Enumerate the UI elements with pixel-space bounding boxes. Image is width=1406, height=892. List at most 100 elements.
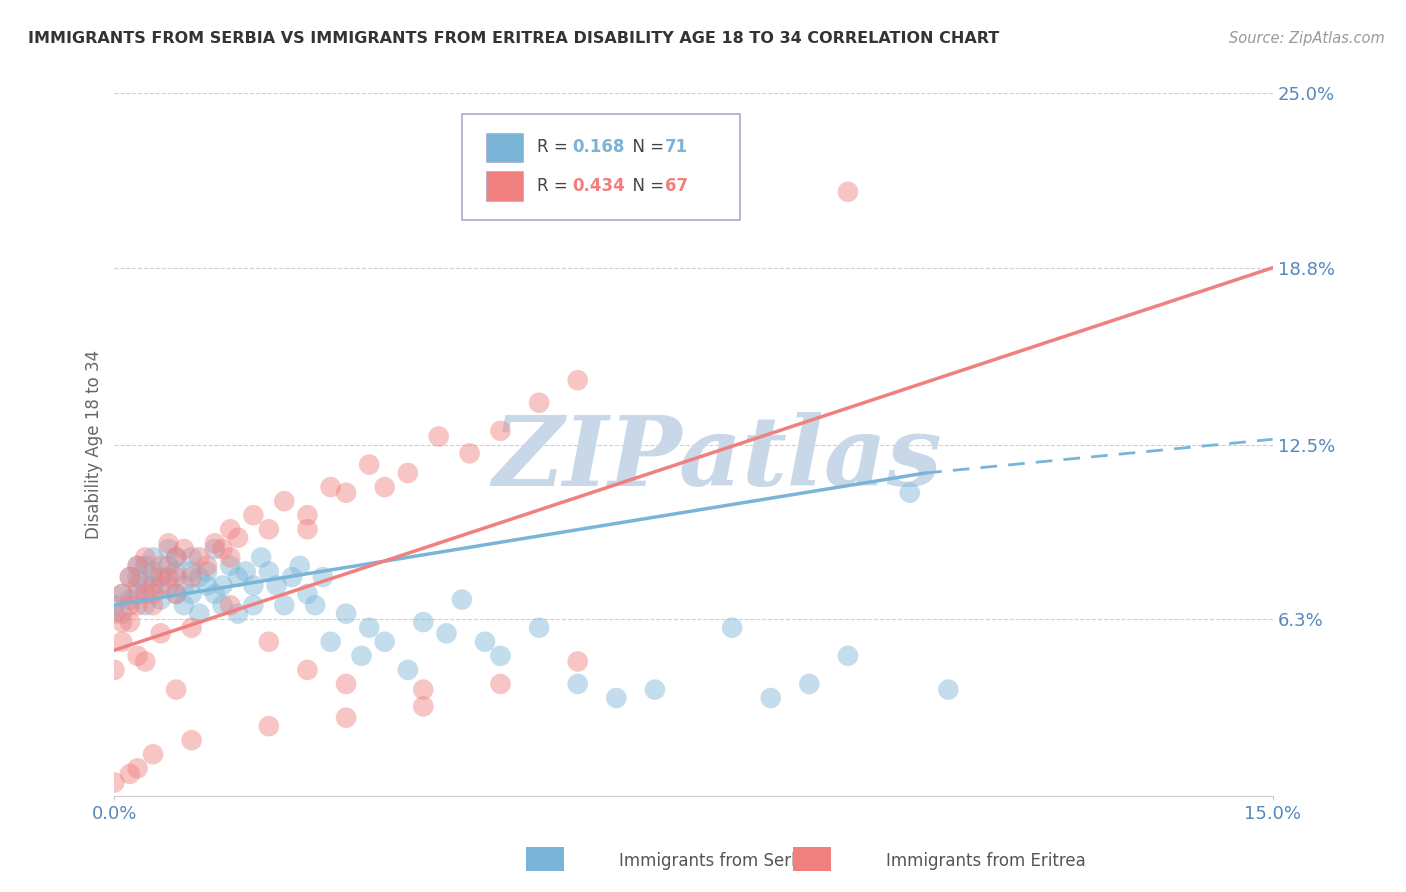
Point (103, 598, 125, 612)
Point (173, 578, 195, 592)
Point (118, 598, 141, 612)
Point (226, 531, 249, 545)
Point (644, 682, 666, 697)
Point (149, 578, 172, 592)
Point (127, 570, 149, 584)
Point (281, 570, 304, 584)
Point (149, 626, 172, 640)
Point (165, 550, 187, 565)
Point (142, 578, 165, 592)
Point (103, 663, 125, 677)
Point (721, 621, 744, 635)
Point (103, 607, 125, 621)
Point (111, 634, 134, 648)
FancyBboxPatch shape (463, 114, 740, 220)
Point (489, 424, 512, 438)
Point (412, 615, 434, 629)
Point (142, 587, 165, 601)
Point (118, 767, 141, 781)
Point (527, 621, 550, 635)
Text: Immigrants from Serbia: Immigrants from Serbia (619, 852, 815, 870)
Point (149, 570, 172, 584)
Point (412, 682, 434, 697)
Point (142, 565, 165, 579)
Point (374, 634, 396, 648)
Point (127, 558, 149, 573)
Point (759, 691, 782, 706)
Point (111, 607, 134, 621)
Point (489, 648, 512, 663)
Point (319, 634, 342, 648)
Point (297, 522, 319, 536)
Point (427, 429, 450, 443)
Point (157, 570, 180, 584)
Point (527, 395, 550, 409)
Point (257, 565, 280, 579)
Point (242, 598, 264, 612)
Point (297, 663, 319, 677)
Point (297, 587, 319, 601)
Point (111, 615, 134, 629)
Text: 71: 71 (665, 138, 688, 156)
Point (165, 570, 187, 584)
Point (142, 747, 165, 762)
Text: 67: 67 (665, 178, 688, 195)
Point (226, 607, 249, 621)
Point (180, 570, 202, 584)
Point (451, 592, 474, 607)
Point (204, 587, 226, 601)
Point (157, 541, 180, 556)
Point (211, 541, 233, 556)
Point (898, 485, 921, 500)
Point (567, 677, 589, 691)
Point (273, 598, 295, 612)
Point (180, 565, 202, 579)
Point (219, 598, 242, 612)
Point (165, 587, 187, 601)
Point (458, 446, 481, 460)
Point (350, 648, 373, 663)
Point (250, 550, 273, 565)
Point (257, 719, 280, 733)
Point (118, 592, 141, 607)
Point (257, 522, 280, 536)
Point (359, 621, 381, 635)
Point (134, 550, 156, 565)
Point (111, 587, 134, 601)
Text: 0.434: 0.434 (572, 178, 624, 195)
Point (489, 677, 512, 691)
Point (127, 558, 149, 573)
Point (799, 677, 821, 691)
Point (165, 587, 187, 601)
Point (165, 550, 187, 565)
Point (335, 485, 357, 500)
Text: 0.168: 0.168 (572, 138, 624, 156)
Point (127, 648, 149, 663)
Point (173, 541, 195, 556)
Point (304, 598, 326, 612)
Point (297, 508, 319, 523)
Text: Source: ZipAtlas.com: Source: ZipAtlas.com (1229, 31, 1385, 46)
Text: R =: R = (537, 178, 574, 195)
Point (605, 691, 627, 706)
Point (134, 598, 156, 612)
Point (157, 558, 180, 573)
Point (180, 550, 202, 565)
Point (134, 558, 156, 573)
Point (936, 682, 959, 697)
Point (103, 775, 125, 789)
Text: N =: N = (621, 178, 669, 195)
Point (118, 615, 141, 629)
Point (127, 598, 149, 612)
Point (157, 578, 180, 592)
Point (142, 598, 165, 612)
Point (149, 558, 172, 573)
Point (195, 558, 218, 573)
Point (335, 607, 357, 621)
Point (118, 570, 141, 584)
Point (165, 565, 187, 579)
Point (219, 522, 242, 536)
Point (157, 536, 180, 550)
Text: IMMIGRANTS FROM SERBIA VS IMMIGRANTS FROM ERITREA DISABILITY AGE 18 TO 34 CORREL: IMMIGRANTS FROM SERBIA VS IMMIGRANTS FRO… (28, 31, 1000, 46)
Text: N =: N = (621, 138, 669, 156)
